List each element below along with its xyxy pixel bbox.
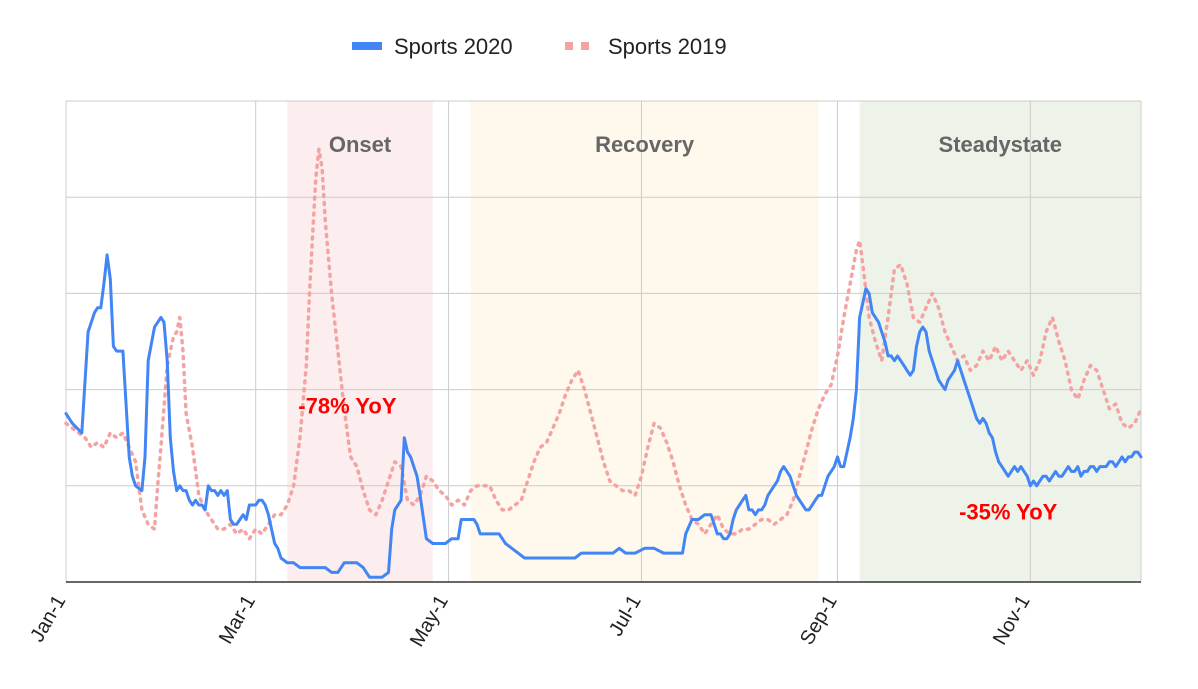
x-tick-label: Jan-1 xyxy=(26,592,70,646)
phase-bands xyxy=(287,101,1141,582)
legend-label-sports-2020: Sports 2020 xyxy=(394,34,513,59)
x-axis: Jan-1 Mar-1 May-1 Jul-1 Sep-1 Nov-1 xyxy=(26,581,1141,651)
legend: Sports 2020 Sports 2019 xyxy=(352,34,727,59)
phase-band-onset xyxy=(287,101,433,582)
series-layer xyxy=(64,147,1143,579)
phase-label-onset: Onset xyxy=(329,132,392,157)
legend-swatch-sports-2019-dot xyxy=(581,42,589,50)
phase-band-steadystate xyxy=(859,101,1141,582)
phase-label-recovery: Recovery xyxy=(595,132,695,157)
x-tick-label: May-1 xyxy=(406,592,453,651)
x-tick-label: Jul-1 xyxy=(605,592,646,641)
legend-item-sports-2020[interactable]: Sports 2020 xyxy=(352,34,513,59)
annotation-yoy-1: -78% YoY xyxy=(298,394,397,419)
x-tick-label: Nov-1 xyxy=(989,592,1035,649)
series-line-sports-2020[interactable] xyxy=(64,253,1143,579)
grid xyxy=(65,100,1142,583)
annotation-yoy-2: -35% YoY xyxy=(959,499,1058,524)
phase-labels: Onset Recovery Steadystate xyxy=(329,132,1062,157)
phase-band-recovery xyxy=(470,101,819,582)
annotations: -78% YoY -35% YoY xyxy=(298,394,1057,525)
legend-label-sports-2019: Sports 2019 xyxy=(608,34,727,59)
legend-item-sports-2019[interactable]: Sports 2019 xyxy=(565,34,727,59)
series-line-sports-2019[interactable] xyxy=(64,147,1143,541)
legend-swatch-sports-2020 xyxy=(352,42,382,50)
x-tick-label: Mar-1 xyxy=(215,592,260,648)
phase-label-steadystate: Steadystate xyxy=(939,132,1063,157)
x-tick-label: Sep-1 xyxy=(796,592,842,649)
legend-swatch-sports-2019 xyxy=(565,42,573,50)
